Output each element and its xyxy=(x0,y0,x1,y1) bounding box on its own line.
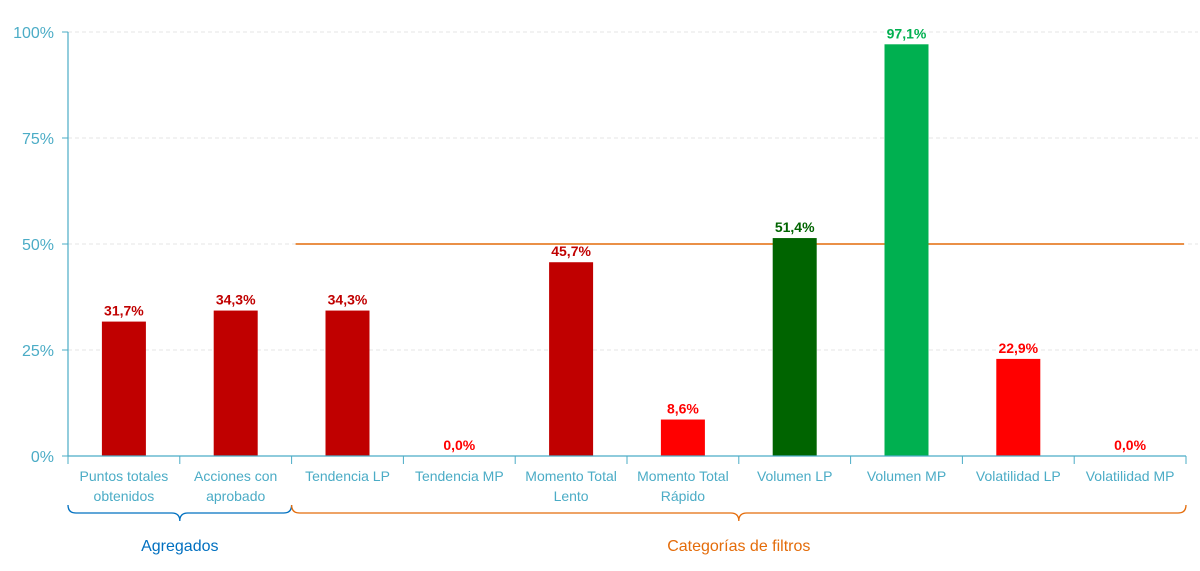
category-label: Volumen MP xyxy=(867,468,946,484)
group-brace xyxy=(290,504,1187,522)
category-label: Momento Total xyxy=(525,468,617,484)
data-label: 97,1% xyxy=(887,25,927,41)
category-label: aprobado xyxy=(206,488,265,504)
bar xyxy=(213,310,258,456)
bars xyxy=(101,44,1041,457)
data-label: 51,4% xyxy=(775,219,815,235)
data-label: 0,0% xyxy=(443,437,475,453)
bar xyxy=(996,358,1041,456)
group-label: Agregados xyxy=(141,538,218,555)
y-tick-label: 100% xyxy=(13,25,54,42)
data-label: 8,6% xyxy=(667,401,699,417)
category-label: Lento xyxy=(554,488,589,504)
bar xyxy=(325,310,370,456)
bar xyxy=(884,44,929,457)
data-label: 0,0% xyxy=(1114,437,1146,453)
category-label: Tendencia MP xyxy=(415,468,504,484)
bar xyxy=(660,419,705,456)
category-label: Momento Total xyxy=(637,468,729,484)
axes: 0% 25% 50% 75% 100% xyxy=(13,25,1187,466)
bar xyxy=(101,321,146,456)
group-label: Categorías de filtros xyxy=(667,538,810,555)
category-groups: Agregados Categorías de filtros xyxy=(67,504,1187,555)
y-tick-label: 50% xyxy=(22,237,54,254)
category-labels: Puntos totales obtenidos Acciones con aprob… xyxy=(80,468,1175,504)
data-label: 45,7% xyxy=(551,243,591,259)
data-label: 22,9% xyxy=(998,340,1038,356)
category-label: Volatilidad MP xyxy=(1086,468,1175,484)
group-brace xyxy=(67,504,293,522)
y-tick-label: 75% xyxy=(22,131,54,148)
bar xyxy=(772,238,817,456)
data-labels: 31,7% 34,3% 34,3% 0,0% 45,7% 8,6% 51,4% 97,1% 22… xyxy=(104,25,1147,453)
y-tick-label: 0% xyxy=(31,449,54,466)
category-label: Acciones con xyxy=(194,468,277,484)
category-label: Puntos totales xyxy=(80,468,169,484)
data-label: 31,7% xyxy=(104,303,144,319)
category-label: Volatilidad LP xyxy=(976,468,1061,484)
category-label: Tendencia LP xyxy=(305,468,390,484)
y-tick-label: 25% xyxy=(22,343,54,360)
bar xyxy=(549,262,594,456)
data-label: 34,3% xyxy=(328,292,368,308)
category-label: obtenidos xyxy=(94,488,155,504)
data-label: 34,3% xyxy=(216,292,256,308)
category-label: Volumen LP xyxy=(757,468,833,484)
category-label: Rápido xyxy=(661,488,706,504)
